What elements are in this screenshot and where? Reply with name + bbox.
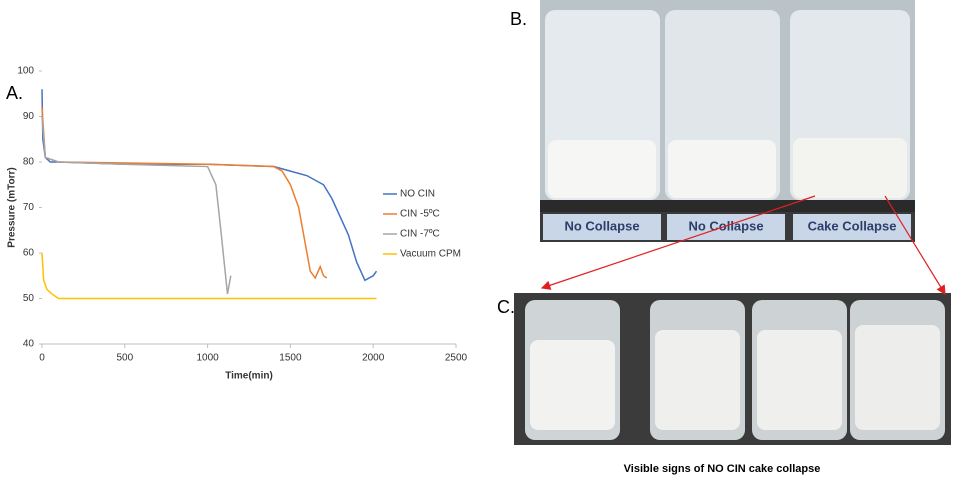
arrow	[540, 195, 816, 290]
y-tick-label: 50	[23, 293, 35, 304]
y-tick-label: 40	[23, 339, 35, 350]
legend-label: CIN -7ºC	[400, 229, 440, 240]
photo-label: Cake Collapse	[808, 218, 897, 233]
photo-b: No Collapse No Collapse Cake Collapse	[540, 0, 915, 242]
arrow	[884, 195, 946, 296]
x-tick-label: 0	[39, 353, 45, 364]
legend-label: Vacuum CPM	[400, 249, 461, 260]
y-axis-title: Pressure (mTorr)	[7, 167, 18, 247]
series-line	[41, 116, 232, 295]
y-tick-label: 90	[23, 111, 35, 122]
panel-label: C.	[497, 297, 515, 317]
series-line	[41, 252, 377, 300]
y-tick-label: 70	[23, 202, 35, 213]
photo-c	[514, 293, 951, 445]
series-line	[41, 107, 328, 280]
x-axis-title: Time(min)	[225, 371, 273, 382]
legend-label: CIN -5ºC	[400, 209, 440, 220]
legend-label: NO CIN	[400, 189, 435, 200]
y-tick-label: 80	[23, 157, 35, 168]
caption: Visible signs of NO CIN cake collapse	[624, 463, 821, 475]
x-tick-label: 1000	[196, 353, 219, 364]
photo-label: No Collapse	[564, 218, 639, 233]
y-tick-label: 100	[17, 66, 34, 77]
x-tick-label: 1500	[279, 353, 302, 364]
series-line	[41, 89, 378, 282]
panel-label: A.	[6, 83, 23, 103]
y-tick-label: 60	[23, 248, 35, 259]
x-tick-label: 500	[116, 353, 133, 364]
panel-label: B.	[510, 9, 527, 29]
x-tick-label: 2500	[445, 353, 468, 364]
x-tick-label: 2000	[362, 353, 385, 364]
